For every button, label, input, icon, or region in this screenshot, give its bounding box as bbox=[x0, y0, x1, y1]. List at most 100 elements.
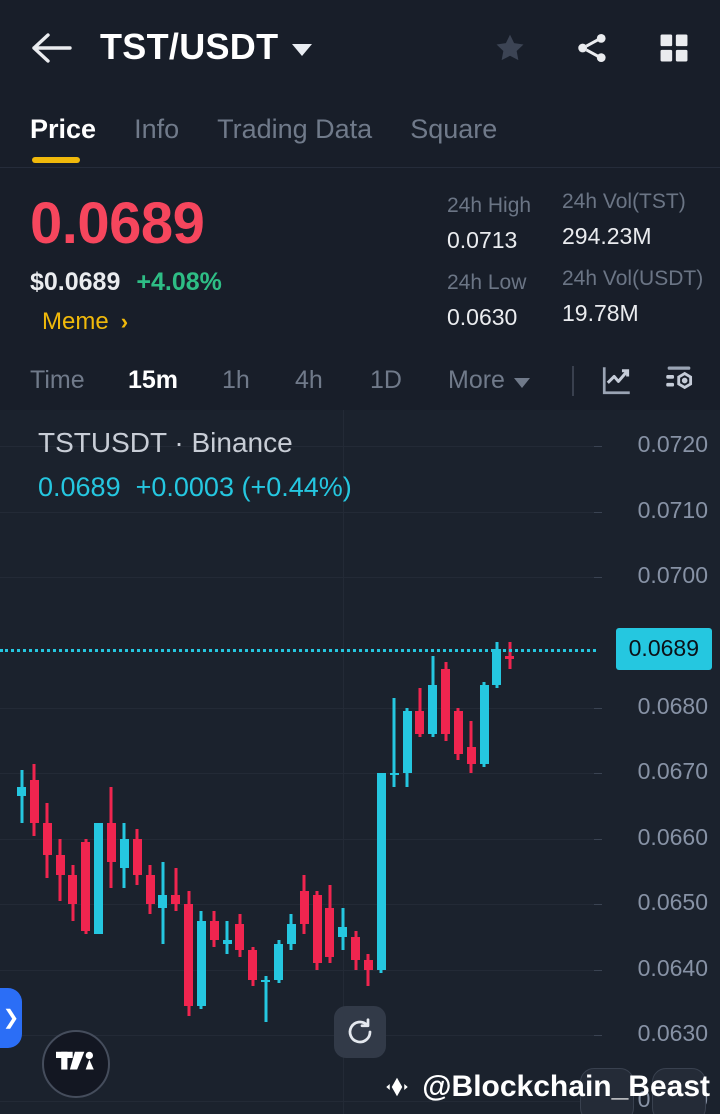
timeframe-more[interactable]: More bbox=[448, 366, 530, 395]
candle-body bbox=[132, 838, 142, 875]
candle-body bbox=[17, 786, 26, 797]
tab-divider bbox=[0, 167, 720, 168]
candle bbox=[171, 410, 181, 1114]
axis-tick bbox=[594, 1035, 602, 1037]
refresh-icon[interactable] bbox=[334, 1006, 386, 1058]
axis-tick bbox=[594, 576, 602, 578]
stat-label: 24h Vol(TST) bbox=[562, 190, 686, 213]
stat-value: 294.23M bbox=[562, 223, 652, 249]
timeframe-15m[interactable]: 15m bbox=[128, 366, 179, 394]
candle bbox=[299, 410, 309, 1114]
watermark: @Blockchain_Beast bbox=[382, 1070, 710, 1104]
candle-body bbox=[81, 842, 91, 931]
axis-label: 0.0700 bbox=[637, 561, 708, 588]
price-sub-row: $0.0689 +4.08% bbox=[30, 268, 222, 297]
candlestick-chart[interactable]: 0.0720 0.0710 0.0700 0.0680 0.0670 0.0660 0.06… bbox=[0, 410, 720, 1114]
candle-body bbox=[209, 920, 219, 941]
candle-body bbox=[351, 937, 361, 961]
candle bbox=[389, 410, 399, 1114]
axis-label: 0.0650 bbox=[637, 889, 708, 916]
candle bbox=[325, 410, 335, 1114]
candle bbox=[209, 410, 219, 1114]
category-tag-meme[interactable]: Meme › bbox=[42, 308, 128, 336]
candle-body bbox=[222, 940, 232, 944]
timeframe-bar: Time 15m 1h 4h 1D More bbox=[0, 352, 720, 410]
stat-label: 24h High bbox=[447, 194, 532, 217]
candle-wick bbox=[366, 953, 370, 987]
chart-symbol-label: TSTUSDT · Binance bbox=[38, 427, 293, 458]
candle-body bbox=[402, 711, 412, 774]
candle-body bbox=[158, 894, 168, 908]
candle bbox=[466, 410, 476, 1114]
candle-body bbox=[441, 668, 451, 735]
stat-24h-vol-quote: 24h Vol(USDT) 19.78M bbox=[562, 267, 703, 327]
gridline-horizontal bbox=[0, 1100, 596, 1102]
candle bbox=[119, 410, 129, 1114]
chart-legend: TSTUSDT · Binance 0.0689 +0.0003 (+0.44%… bbox=[38, 427, 352, 503]
tab-info[interactable]: Info bbox=[134, 113, 180, 144]
candle bbox=[17, 410, 26, 1114]
candle-body bbox=[171, 894, 181, 905]
bottom-action-button-right[interactable] bbox=[652, 1068, 706, 1114]
gridline-horizontal bbox=[0, 511, 596, 513]
chart-type-icon[interactable] bbox=[600, 363, 634, 402]
tab-price[interactable]: Price bbox=[30, 114, 96, 163]
candle bbox=[184, 410, 194, 1114]
chevron-right-icon: › bbox=[120, 309, 129, 334]
candle bbox=[68, 410, 78, 1114]
candle-wick bbox=[392, 698, 396, 787]
gridline-horizontal bbox=[0, 969, 596, 971]
candle bbox=[505, 410, 515, 1114]
axis-tick bbox=[594, 707, 602, 709]
candle-body bbox=[286, 924, 296, 944]
gridline-horizontal bbox=[0, 576, 596, 578]
timeframe-1h[interactable]: 1h bbox=[222, 366, 250, 394]
favorite-star-icon[interactable] bbox=[490, 28, 530, 68]
tab-trading-data[interactable]: Trading Data bbox=[217, 113, 373, 144]
timeframe-4h[interactable]: 4h bbox=[295, 366, 323, 394]
arrow-left-icon[interactable] bbox=[30, 30, 72, 66]
timeframe-time[interactable]: Time bbox=[30, 366, 85, 394]
stat-label: 24h Vol(USDT) bbox=[562, 267, 704, 290]
top-action-group bbox=[490, 28, 694, 68]
candle bbox=[222, 410, 232, 1114]
chart-ohlc-values: 0.0689 +0.0003 (+0.44%) bbox=[38, 472, 352, 503]
bottom-action-button-left[interactable] bbox=[580, 1068, 634, 1114]
candle bbox=[248, 410, 258, 1114]
share-icon[interactable] bbox=[572, 28, 612, 68]
usd-price: $0.0689 bbox=[30, 268, 121, 296]
candle-body bbox=[261, 979, 271, 982]
legend-price: 0.0689 bbox=[38, 472, 121, 502]
current-price-badge: 0.0689 bbox=[615, 628, 712, 671]
candle-body bbox=[338, 927, 348, 938]
candle-body bbox=[389, 773, 399, 776]
candle bbox=[441, 410, 451, 1114]
side-panel-toggle[interactable]: ❯ bbox=[0, 988, 22, 1048]
candle bbox=[479, 410, 489, 1114]
candle bbox=[402, 410, 412, 1114]
tab-square[interactable]: Square bbox=[410, 113, 498, 144]
candle bbox=[274, 410, 283, 1114]
axis-tick bbox=[594, 773, 602, 775]
indicators-settings-icon[interactable] bbox=[662, 363, 696, 402]
timeframe-1d[interactable]: 1D bbox=[370, 366, 402, 394]
axis-label: 0.0660 bbox=[637, 823, 708, 850]
grid-menu-icon[interactable] bbox=[654, 28, 694, 68]
candle bbox=[363, 410, 373, 1114]
tradingview-logo[interactable] bbox=[42, 1030, 110, 1098]
candle-body bbox=[376, 773, 386, 970]
pair-selector[interactable]: TST/USDT bbox=[100, 26, 313, 68]
gridline-horizontal bbox=[0, 707, 596, 709]
candle bbox=[42, 410, 52, 1114]
axis-label: 0.0630 bbox=[637, 1020, 708, 1047]
candle bbox=[338, 410, 348, 1114]
legend-change-pct: (+0.44%) bbox=[241, 472, 352, 502]
candle-body bbox=[196, 920, 206, 1006]
candle bbox=[94, 410, 104, 1114]
section-tabs: Price Info Trading Data Square bbox=[0, 96, 720, 166]
diamond-icon bbox=[386, 1077, 409, 1097]
candle bbox=[132, 410, 142, 1114]
candle-body bbox=[55, 855, 65, 875]
gridline-horizontal bbox=[0, 773, 596, 775]
